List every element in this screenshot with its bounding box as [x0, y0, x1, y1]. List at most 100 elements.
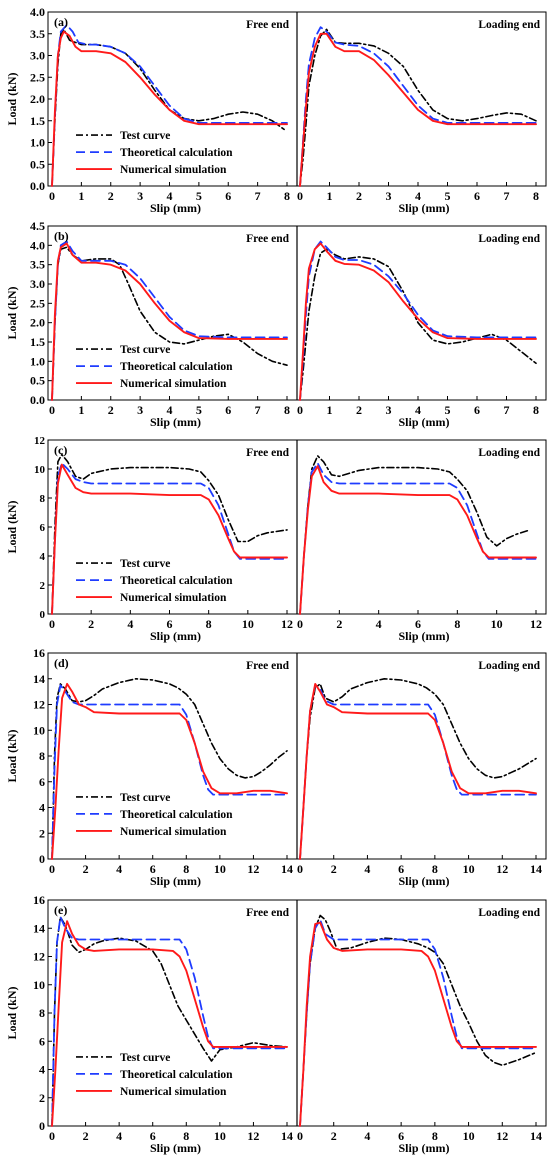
x-tick-label: 4: [415, 403, 421, 417]
x-axis-label: Slip (mm): [399, 629, 450, 643]
subplot-title: Free end: [246, 19, 290, 31]
y-tick-label: 4.0: [30, 238, 45, 252]
x-tick-label: 2: [336, 617, 342, 631]
y-tick-label: 10: [33, 723, 45, 737]
x-tick-label: 10: [491, 617, 503, 631]
legend-label: Theoretical calculation: [120, 809, 233, 821]
legend-label: Numerical simulation: [120, 164, 227, 176]
x-axis-label: Slip (mm): [150, 1141, 201, 1155]
y-tick-label: 14: [33, 672, 45, 686]
x-tick-label: 0: [297, 617, 303, 631]
x-tick-label: 14: [281, 862, 293, 876]
series-line-test-curve: [51, 916, 288, 1127]
x-tick-label: 3: [137, 189, 143, 203]
x-tick-label: 2: [331, 862, 337, 876]
x-tick-label: 2: [356, 189, 362, 203]
subplot-title: Free end: [246, 233, 290, 245]
y-tick-label: 1.5: [30, 335, 45, 349]
x-tick-label: 3: [137, 403, 143, 417]
x-tick-label: 6: [225, 189, 231, 203]
x-tick-label: 4: [167, 189, 173, 203]
y-tick-label: 2.0: [30, 92, 45, 106]
y-tick-label: 0.0: [30, 393, 45, 407]
series-line-numerical-simulation: [299, 465, 537, 615]
x-tick-label: 3: [386, 189, 392, 203]
x-tick-label: 12: [247, 862, 259, 876]
y-tick-label: 4: [40, 551, 46, 563]
series-line-numerical-simulation: [51, 463, 288, 615]
subplot-title: Loading end: [478, 907, 540, 919]
x-tick-label: 12: [496, 862, 508, 876]
y-tick-label: 4: [39, 1063, 45, 1077]
x-tick-label: 4: [415, 189, 421, 203]
x-tick-label: 0: [49, 617, 55, 631]
x-tick-label: 0: [297, 403, 303, 417]
x-tick-label: 4: [116, 1129, 122, 1143]
x-axis-label: Slip (mm): [399, 1141, 450, 1155]
x-axis-label: Slip (mm): [399, 201, 450, 215]
x-tick-label: 0: [297, 189, 303, 203]
x-tick-label: 8: [533, 189, 539, 203]
x-tick-label: 2: [108, 189, 114, 203]
y-tick-label: 3.0: [30, 277, 45, 291]
series-line-test-curve: [299, 914, 537, 1127]
chart-panel-3: 0 2 4 6 8 10 12 14 16 Load (kN) 0 2 4 6 8 10 12 14 Slip (m…: [5, 646, 547, 888]
y-tick-label: 0.5: [30, 157, 45, 171]
legend-label: Theoretical calculation: [120, 147, 233, 159]
legend-label: Numerical simulation: [120, 1086, 227, 1098]
panel-label: (b): [54, 229, 69, 243]
y-tick-label: 2: [40, 580, 46, 592]
x-tick-label: 6: [474, 189, 480, 203]
x-tick-label: 5: [445, 403, 451, 417]
subplot-title: Loading end: [478, 19, 540, 31]
x-tick-label: 14: [530, 862, 542, 876]
legend-label: Theoretical calculation: [120, 361, 233, 373]
legend-label: Test curve: [120, 130, 170, 142]
x-tick-label: 4: [167, 403, 173, 417]
y-tick-label: 6: [39, 1034, 45, 1048]
series-line-numerical-simulation: [51, 242, 288, 401]
y-axis-label: Load (kN): [5, 286, 19, 339]
x-tick-label: 0: [49, 189, 55, 203]
y-tick-label: 14: [33, 921, 45, 935]
x-axis-label: Slip (mm): [150, 415, 201, 429]
legend-label: Test curve: [120, 344, 170, 356]
y-tick-label: 0.0: [30, 179, 45, 193]
x-tick-label: 0: [297, 862, 303, 876]
y-tick-label: 0: [40, 609, 46, 621]
series-line-theoretical-calculation: [51, 684, 288, 860]
y-tick-label: 16: [33, 646, 45, 660]
subplot-title: Free end: [246, 660, 290, 672]
x-axis-label: Slip (mm): [150, 201, 201, 215]
x-tick-label: 10: [214, 862, 226, 876]
y-tick-label: 0: [39, 1119, 45, 1133]
x-tick-label: 4: [127, 617, 133, 631]
x-tick-label: 8: [284, 403, 290, 417]
x-tick-label: 8: [284, 189, 290, 203]
x-tick-label: 10: [242, 617, 254, 631]
x-tick-label: 12: [496, 1129, 508, 1143]
x-tick-label: 10: [463, 1129, 475, 1143]
legend-label: Numerical simulation: [120, 826, 227, 838]
x-tick-label: 7: [504, 403, 510, 417]
series-line-test-curve: [51, 677, 288, 860]
x-tick-label: 0: [297, 1129, 303, 1143]
panel-label: (a): [54, 15, 68, 29]
x-tick-label: 8: [183, 862, 189, 876]
y-tick-label: 10: [34, 464, 46, 476]
subplot-title: Free end: [246, 907, 290, 919]
legend-label: Numerical simulation: [120, 592, 227, 604]
series-line-numerical-simulation: [299, 682, 537, 860]
x-tick-label: 8: [183, 1129, 189, 1143]
y-tick-label: 0: [39, 852, 45, 866]
subplot-title: Loading end: [478, 233, 540, 245]
x-axis-label: Slip (mm): [150, 629, 201, 643]
x-tick-label: 14: [530, 1129, 542, 1143]
y-axis-label: Load (kN): [5, 986, 19, 1039]
x-tick-label: 8: [432, 1129, 438, 1143]
x-tick-label: 12: [530, 617, 542, 631]
x-tick-label: 6: [150, 1129, 156, 1143]
legend-label: Numerical simulation: [120, 378, 227, 390]
x-tick-label: 6: [167, 617, 173, 631]
series-line-theoretical-calculation: [51, 916, 288, 1127]
